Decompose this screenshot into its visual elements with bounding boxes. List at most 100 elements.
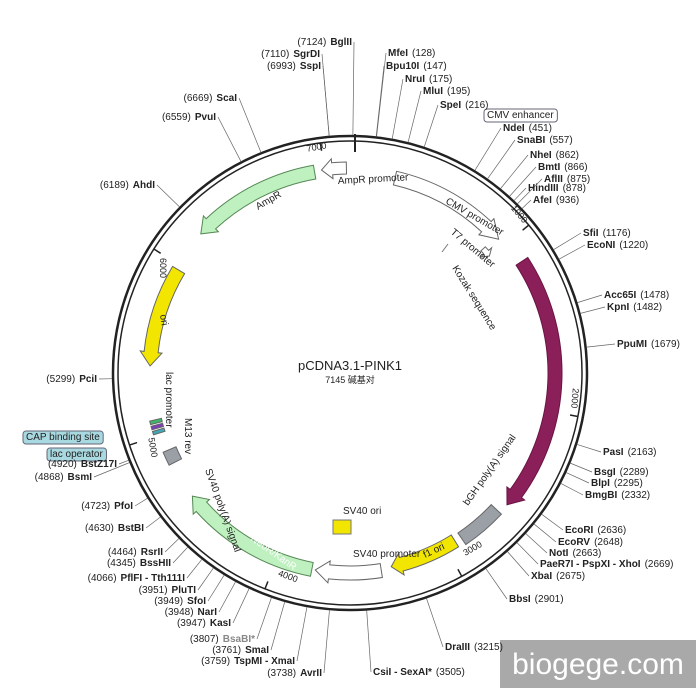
feature-label: M13 rev [182, 418, 193, 454]
enzyme-connector [541, 513, 564, 531]
enzyme-label: (3738) AvrII [267, 668, 322, 679]
enzyme-label: (4920) BstZ17I [48, 459, 117, 470]
enzyme-label: EcoNI (1220) [587, 240, 648, 251]
enzyme-name: PciI [79, 374, 97, 385]
enzyme-position: (1482) [633, 302, 662, 313]
enzyme-connector [560, 483, 584, 496]
enzyme-position: (878) [563, 183, 586, 194]
feature-arc [191, 495, 314, 577]
enzyme-name: SfiI [583, 228, 599, 239]
plasmid-title: pCDNA3.1-PINK1 [298, 358, 402, 373]
feature-arc [200, 164, 317, 235]
tick-mark [457, 568, 463, 577]
enzyme-position: (4066) [88, 573, 117, 584]
enzyme-label: KpnI (1482) [607, 302, 662, 313]
enzyme-position: (2901) [535, 594, 564, 605]
enzyme-connector [586, 343, 616, 348]
enzyme-name: SspI [300, 61, 321, 72]
tick-mark [569, 414, 579, 418]
enzyme-connector [134, 497, 148, 507]
enzyme-name: MfeI [388, 48, 408, 59]
enzyme-name: PpuMI [617, 339, 647, 350]
enzyme-connector [570, 462, 593, 473]
enzyme-label: HindIII (878) [528, 183, 586, 194]
enzyme-label: (3759) TspMI - XmaI [201, 656, 295, 667]
enzyme-name: AfeI [533, 195, 552, 206]
enzyme-position: (4464) [108, 547, 137, 558]
enzyme-label: SfiI (1176) [583, 228, 631, 239]
enzyme-label: (7110) SgrDI [261, 49, 320, 60]
enzyme-label: MfeI (128) [388, 48, 435, 59]
enzyme-label: (4868) BsmI [35, 472, 93, 483]
enzyme-name: PasI [603, 447, 624, 458]
enzyme-name: PfoI [114, 501, 133, 512]
enzyme-name: BlpI [591, 478, 610, 489]
enzyme-position: (128) [412, 48, 435, 59]
enzyme-name: NotI [549, 548, 569, 559]
enzyme-label: Bpu10I (147) [386, 61, 447, 72]
enzyme-name: SfoI [187, 596, 206, 607]
enzyme-name: PluTI [172, 585, 197, 596]
feature-arc [314, 560, 383, 584]
enzyme-connector [474, 127, 502, 171]
enzyme-position: (4920) [48, 459, 77, 470]
enzyme-name: KpnI [607, 302, 629, 313]
enzyme-connector [407, 90, 422, 143]
enzyme-name: SgrDI [293, 49, 320, 60]
enzyme-connector [238, 97, 262, 153]
enzyme-connector [553, 232, 582, 250]
enzyme-name: DraIII [445, 642, 470, 653]
enzyme-connector [256, 597, 272, 640]
enzyme-connector [145, 516, 161, 529]
enzyme-connector [517, 178, 543, 205]
enzyme-position: (6993) [267, 61, 296, 72]
enzyme-label: (4464) RsrII [108, 547, 163, 558]
enzyme-label: (6669) ScaI [184, 93, 238, 104]
enzyme-connector [197, 567, 214, 591]
enzyme-label: (5299) PciI [46, 374, 97, 385]
enzyme-position: (1176) [603, 228, 631, 239]
enzyme-connector [507, 551, 530, 577]
enzyme-name: BmtI [538, 162, 560, 173]
enzyme-connector [207, 574, 225, 602]
enzyme-connector [516, 542, 539, 565]
enzyme-position: (936) [556, 195, 579, 206]
feature-arc [162, 446, 183, 466]
enzyme-name: EcoRI [565, 525, 594, 536]
feature-arc [139, 265, 186, 367]
tick-label: 6000 [158, 258, 168, 278]
watermark: biogege.com [512, 648, 684, 681]
feature-arc [320, 157, 348, 180]
enzyme-name: BsgI [594, 467, 616, 478]
enzyme-position: (3215) [474, 642, 503, 653]
enzyme-name: BsmI [68, 472, 93, 483]
plasmid-size: 7145 碱基对 [325, 374, 375, 385]
enzyme-position: (3949) [154, 596, 183, 607]
enzyme-position: (216) [465, 100, 488, 111]
enzyme-name: NarI [198, 607, 218, 618]
enzyme-connector [423, 104, 439, 147]
watermark-box [500, 640, 696, 688]
enzyme-name: NdeI [503, 123, 525, 134]
enzyme-name: KasI [210, 618, 231, 629]
enzyme-position: (5299) [46, 374, 75, 385]
enzyme-position: (6669) [184, 93, 213, 104]
feature-arc [506, 256, 563, 506]
enzyme-label: NruI (175) [405, 74, 452, 85]
enzyme-label: AfeI (936) [533, 195, 579, 206]
enzyme-name: SnaBI [517, 135, 546, 146]
enzyme-connector [93, 462, 130, 478]
enzyme-position: (2636) [597, 525, 626, 536]
enzyme-connector [232, 588, 250, 624]
enzyme-position: (3759) [201, 656, 230, 667]
enzyme-position: (866) [564, 162, 587, 173]
enzyme-label: (3951) PluTI [139, 585, 197, 596]
enzyme-position: (175) [429, 74, 452, 85]
backbone-outer [111, 134, 589, 612]
enzyme-name: EcoRV [558, 537, 590, 548]
feature-label: ori [157, 314, 170, 327]
enzyme-label: (3761) SmaI [212, 645, 269, 656]
feature-box [46, 447, 107, 462]
enzyme-position: (3947) [177, 618, 206, 629]
enzyme-label: BmtI (866) [538, 162, 588, 173]
